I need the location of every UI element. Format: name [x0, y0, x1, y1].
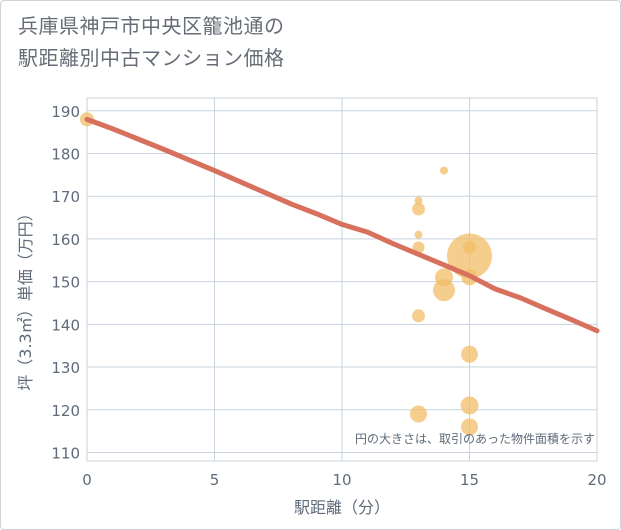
title-line-1: 兵庫県神戸市中央区籠池通の	[18, 14, 285, 38]
x-tick-label: 10	[332, 471, 351, 489]
data-point-bubble	[412, 309, 425, 323]
grid-lines	[86, 98, 598, 461]
y-tick-label: 150	[51, 274, 80, 292]
data-point-bubble	[410, 405, 427, 423]
data-point-bubble	[414, 230, 423, 239]
data-point-bubble	[461, 418, 478, 436]
chart-title: 兵庫県神戸市中央区籠池通の 駅距離別中古マンション価格	[18, 10, 285, 74]
data-point-bubble	[460, 396, 479, 415]
data-point-bubble	[412, 202, 425, 216]
data-point-bubble	[461, 345, 478, 363]
x-tick-label: 0	[82, 471, 92, 489]
trend-line	[84, 116, 600, 334]
y-tick-label: 140	[51, 316, 80, 334]
data-point-bubble	[414, 196, 423, 205]
x-tick-label: 20	[587, 471, 606, 489]
bubble-layer	[80, 112, 492, 436]
y-tick-label: 110	[51, 444, 80, 462]
y-tick-label: 120	[51, 402, 80, 420]
y-tick-label: 160	[51, 231, 80, 249]
y-tick-labels: 110 120 130 140 150 160 170 180 190	[51, 103, 80, 463]
data-point-bubble	[447, 233, 492, 279]
title-line-2: 駅距離別中古マンション価格	[18, 46, 285, 70]
plot-border	[86, 97, 598, 462]
bubble-size-note: 円の大きさは、取引のあった物件面積を示す	[355, 431, 595, 446]
y-tick-label: 170	[51, 188, 80, 206]
y-tick-label: 190	[51, 103, 80, 121]
x-tick-labels: 0 5 10 15 20	[82, 471, 606, 489]
x-tick-label: 15	[460, 471, 479, 489]
data-point-bubble	[433, 279, 455, 302]
y-tick-label: 180	[51, 146, 80, 164]
y-tick-label: 130	[51, 359, 80, 377]
data-point-bubble	[463, 240, 476, 254]
y-axis-label: 坪（3.3㎡）単価（万円）	[16, 205, 35, 390]
x-axis-label: 駅距離（分）	[294, 498, 390, 517]
x-tick-label: 5	[210, 471, 220, 489]
data-point-bubble	[440, 166, 448, 175]
